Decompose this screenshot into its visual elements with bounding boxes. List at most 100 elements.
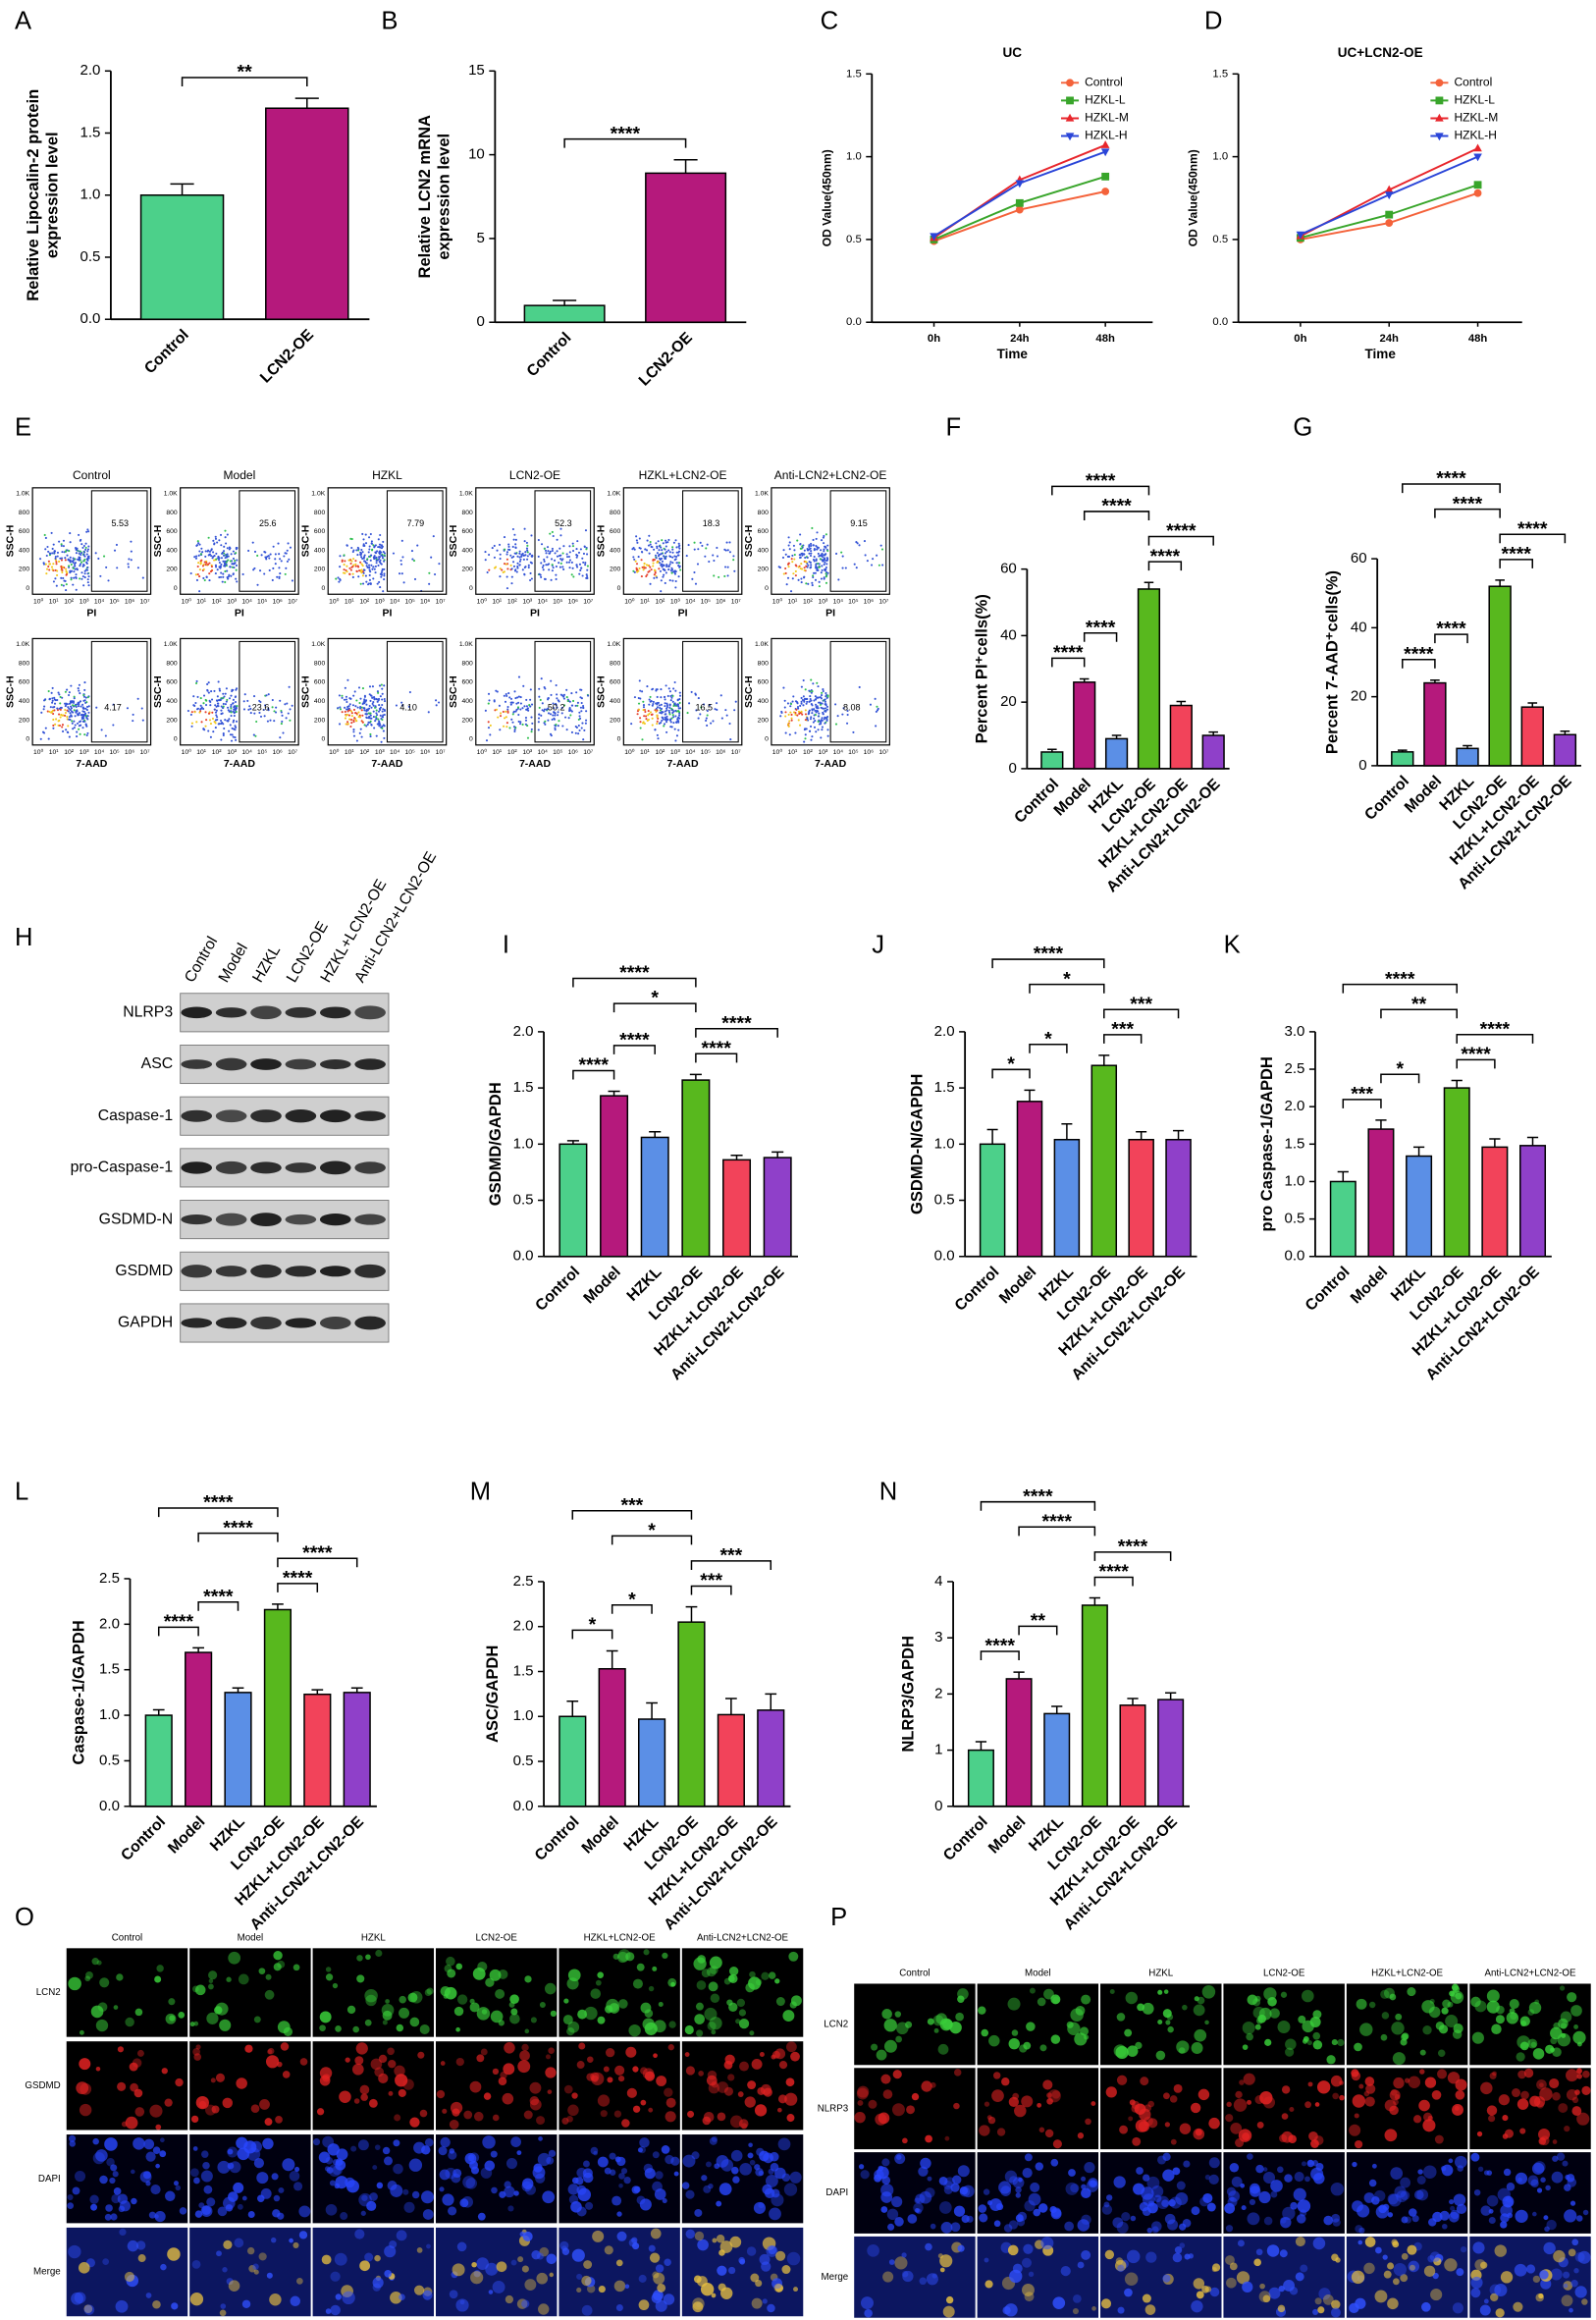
- if-image: [1100, 2236, 1222, 2318]
- flow-y-label: SSC-H: [4, 525, 16, 558]
- if-signal: [737, 2091, 744, 2097]
- if-signal: [687, 2110, 695, 2118]
- significance-bracket: [197, 1532, 279, 1542]
- point: [1473, 153, 1482, 162]
- flow-gate-value: 25.6: [259, 518, 277, 528]
- flow-event: [649, 695, 652, 698]
- flow-event: [530, 728, 533, 730]
- legend-label: HZKL-H: [1454, 129, 1496, 142]
- flow-event: [230, 705, 233, 709]
- flow-event: [356, 706, 359, 709]
- if-signal: [1393, 2077, 1405, 2089]
- if-signal: [1310, 2167, 1324, 2181]
- flow-event: [869, 703, 872, 706]
- flow-event: [509, 564, 512, 567]
- flow-event: [231, 733, 234, 736]
- flow-event: [655, 689, 658, 692]
- flow-event: [671, 700, 674, 703]
- if-signal: [566, 2115, 573, 2123]
- flow-event: [582, 704, 585, 708]
- if-signal: [774, 2167, 786, 2180]
- flow-x-tick: 10¹: [492, 599, 503, 606]
- flow-event: [346, 700, 348, 704]
- y-tick-label: 40: [1000, 626, 1017, 643]
- flow-event: [43, 705, 46, 708]
- flow-event: [130, 550, 133, 553]
- if-signal: [1151, 2226, 1159, 2234]
- flow-y-tick: 800: [461, 510, 473, 516]
- if-signal: [382, 2146, 391, 2155]
- if-signal: [1250, 2185, 1261, 2197]
- flow-event: [530, 534, 533, 537]
- flow-event: [81, 563, 85, 567]
- blot-band: [215, 1007, 247, 1018]
- flow-event: [199, 697, 202, 700]
- flow-event: [516, 562, 519, 565]
- if-signal: [334, 2252, 347, 2266]
- flow-event: [360, 563, 363, 566]
- flow-y-tick: 1.0K: [164, 641, 178, 648]
- flow-y-tick: 800: [758, 660, 770, 667]
- significance-bracket: [1434, 633, 1468, 644]
- flow-event: [543, 547, 546, 550]
- if-signal: [711, 2135, 718, 2142]
- flow-y-tick: 200: [166, 567, 178, 573]
- flow-column-title: Anti-LCN2+LCN2-OE: [774, 468, 887, 482]
- flow-event: [554, 727, 557, 729]
- if-signal: [413, 2141, 426, 2154]
- if-column-title: HZKL: [361, 1932, 387, 1943]
- flow-event: [796, 539, 799, 542]
- flow-event: [499, 575, 502, 578]
- significance-bracket: [695, 1052, 738, 1063]
- flow-event: [819, 703, 822, 706]
- flow-event: [64, 714, 67, 717]
- if-signal: [649, 2252, 661, 2263]
- if-signal: [421, 2190, 435, 2204]
- if-signal: [1545, 2185, 1551, 2191]
- if-signal: [718, 2183, 732, 2196]
- if-signal: [1240, 2183, 1246, 2188]
- if-signal: [1476, 2131, 1483, 2137]
- flow-event: [380, 551, 383, 554]
- flow-event: [378, 684, 382, 687]
- panel-label: D: [1204, 7, 1222, 34]
- if-signal: [1103, 2201, 1110, 2208]
- flow-event: [361, 557, 364, 561]
- flow-event: [547, 712, 551, 715]
- flow-event: [235, 552, 238, 555]
- if-signal: [1279, 2133, 1288, 2143]
- if-signal: [131, 2197, 137, 2205]
- flow-event: [68, 716, 71, 719]
- flow-x-tick: 10⁵: [701, 749, 712, 756]
- flow-event: [60, 567, 63, 570]
- flow-event: [578, 711, 581, 714]
- if-signal: [896, 2154, 902, 2160]
- flow-x-tick: 10¹: [640, 599, 651, 606]
- y-tick-label: 0.0: [513, 1798, 534, 1814]
- flow-event: [362, 701, 365, 704]
- flow-event: [656, 576, 659, 579]
- flow-event: [664, 548, 666, 551]
- point: [1384, 191, 1394, 200]
- flow-event: [79, 700, 82, 703]
- flow-y-tick: 1.0K: [459, 641, 473, 648]
- significance-bracket: [1402, 483, 1501, 494]
- if-signal: [727, 2266, 736, 2275]
- if-signal: [1121, 2212, 1131, 2222]
- flow-event: [350, 560, 353, 563]
- if-signal: [697, 2239, 709, 2251]
- flow-event: [344, 717, 347, 720]
- flow-event: [568, 567, 571, 569]
- if-signal: [233, 2182, 244, 2193]
- flow-event: [411, 558, 414, 561]
- if-signal: [1280, 2217, 1287, 2224]
- flow-event: [59, 702, 62, 705]
- if-signal: [1309, 2017, 1321, 2028]
- flow-event: [647, 564, 650, 567]
- if-signal: [882, 2271, 894, 2283]
- flow-event: [402, 581, 405, 584]
- flow-event: [264, 551, 267, 554]
- flow-event: [47, 560, 50, 563]
- flow-event: [562, 567, 565, 571]
- flow-y-label: SSC-H: [743, 525, 755, 558]
